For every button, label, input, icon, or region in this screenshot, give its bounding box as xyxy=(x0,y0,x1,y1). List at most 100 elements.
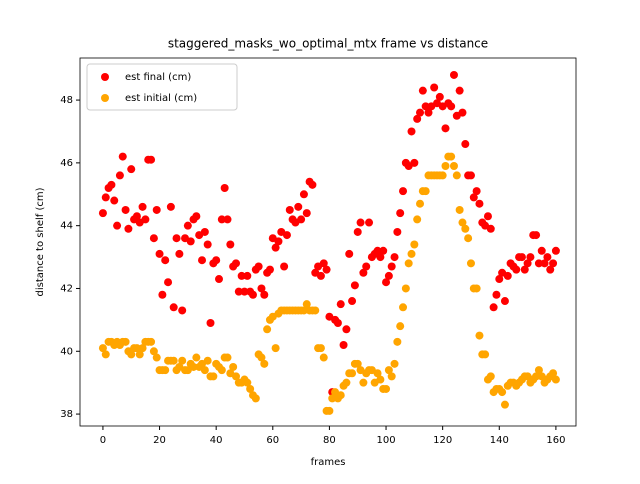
point xyxy=(549,369,558,378)
point xyxy=(282,231,291,240)
point xyxy=(483,212,492,221)
point xyxy=(110,196,119,205)
y-tick-label: 38 xyxy=(60,409,73,420)
point xyxy=(356,218,365,227)
point xyxy=(172,234,181,243)
point xyxy=(345,249,354,258)
point xyxy=(149,347,158,356)
point xyxy=(441,124,450,133)
point xyxy=(263,325,272,334)
x-tick-label: 100 xyxy=(376,435,395,446)
point xyxy=(178,306,187,315)
point xyxy=(121,337,130,346)
point xyxy=(127,350,136,359)
point xyxy=(551,246,560,255)
point xyxy=(481,350,490,359)
point xyxy=(121,205,130,214)
point xyxy=(141,215,150,224)
chart-title: staggered_masks_wo_optimal_mtx frame vs … xyxy=(168,37,488,51)
point xyxy=(183,221,192,230)
point xyxy=(280,262,289,271)
x-tick-label: 20 xyxy=(153,435,166,446)
point xyxy=(271,344,280,353)
point xyxy=(169,303,178,312)
point xyxy=(421,102,430,111)
point xyxy=(299,306,308,315)
point xyxy=(461,224,470,233)
point xyxy=(430,83,439,92)
point xyxy=(486,224,495,233)
point xyxy=(350,281,359,290)
point xyxy=(299,190,308,199)
y-tick-label: 42 xyxy=(60,283,73,294)
point xyxy=(520,265,529,274)
point xyxy=(260,290,269,299)
point xyxy=(447,102,456,111)
point xyxy=(223,215,232,224)
point xyxy=(336,391,345,400)
point xyxy=(466,259,475,268)
point xyxy=(339,340,348,349)
point xyxy=(101,350,110,359)
point xyxy=(209,372,218,381)
point xyxy=(240,287,249,296)
point xyxy=(248,290,257,299)
point xyxy=(147,155,156,164)
point xyxy=(113,221,122,230)
point xyxy=(534,366,543,375)
point xyxy=(229,362,238,371)
point xyxy=(198,256,207,265)
point xyxy=(297,215,306,224)
point xyxy=(161,366,170,375)
point xyxy=(220,183,229,192)
point xyxy=(98,344,107,353)
point xyxy=(319,353,328,362)
point xyxy=(189,362,198,371)
point xyxy=(192,212,201,221)
point xyxy=(393,227,402,236)
point xyxy=(472,284,481,293)
point xyxy=(226,240,235,249)
point xyxy=(319,259,328,268)
point xyxy=(149,234,158,243)
point xyxy=(399,303,408,312)
point xyxy=(237,271,246,280)
point xyxy=(231,372,240,381)
point xyxy=(365,218,374,227)
legend-marker xyxy=(101,94,109,102)
point xyxy=(316,344,325,353)
legend-label: est final (cm) xyxy=(125,72,191,83)
point xyxy=(441,162,450,171)
point xyxy=(500,297,509,306)
point xyxy=(424,108,433,117)
point xyxy=(475,199,484,208)
point xyxy=(178,356,187,365)
point xyxy=(546,265,555,274)
point xyxy=(155,249,164,258)
point xyxy=(452,171,461,180)
point xyxy=(217,215,226,224)
point xyxy=(138,344,147,353)
point xyxy=(308,180,317,189)
point xyxy=(373,246,382,255)
point xyxy=(449,162,458,171)
point xyxy=(399,187,408,196)
point xyxy=(152,205,161,214)
point xyxy=(353,359,362,368)
point xyxy=(373,369,382,378)
point xyxy=(260,359,269,368)
point xyxy=(416,199,425,208)
point xyxy=(461,140,470,149)
point xyxy=(333,319,342,328)
point xyxy=(322,265,331,274)
point xyxy=(475,331,484,340)
point xyxy=(138,202,147,211)
point xyxy=(257,353,266,362)
point xyxy=(206,319,215,328)
point xyxy=(503,271,512,280)
point xyxy=(416,108,425,117)
x-axis-label: frames xyxy=(311,457,346,468)
point xyxy=(387,372,396,381)
point xyxy=(257,284,266,293)
point xyxy=(401,284,410,293)
